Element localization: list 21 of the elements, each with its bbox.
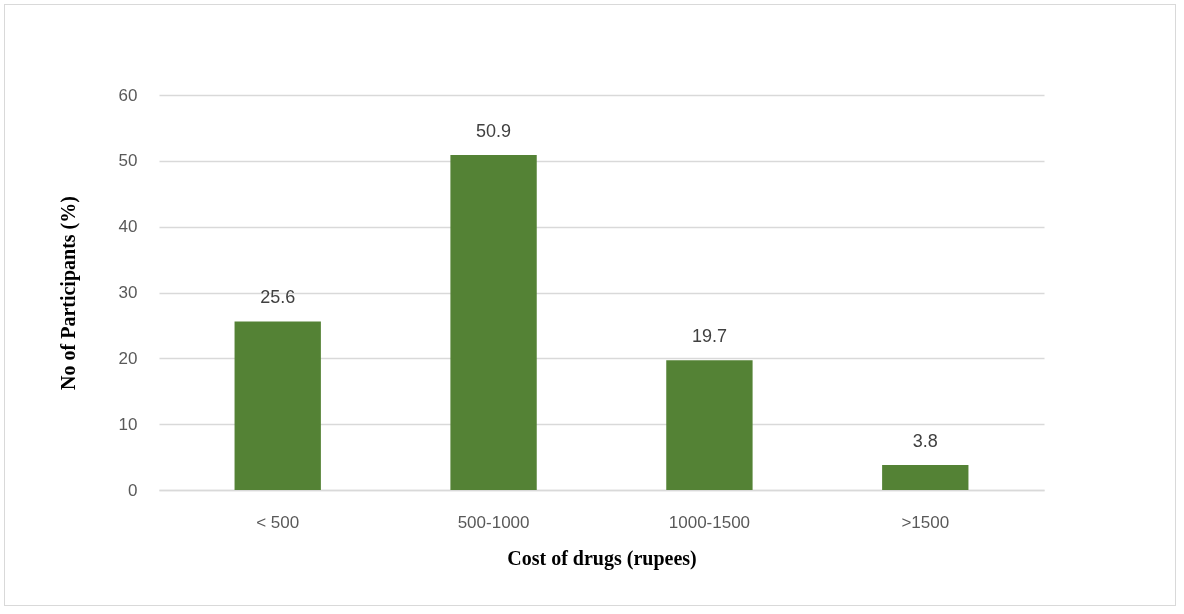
x-tick-label: < 500 bbox=[256, 512, 300, 532]
y-tick-label: 10 bbox=[118, 414, 138, 434]
y-tick-label: 30 bbox=[118, 283, 138, 302]
data-label: 19.7 bbox=[691, 326, 727, 347]
data-label: 25.6 bbox=[260, 287, 296, 308]
y-tick-label: 0 bbox=[128, 480, 138, 500]
data-label: 3.8 bbox=[912, 430, 938, 451]
data-label: 50.9 bbox=[476, 120, 512, 141]
x-tick-label: 1000-1500 bbox=[668, 512, 751, 532]
y-axis-title: No of Participants (%) bbox=[56, 196, 80, 390]
y-tick-label: 50 bbox=[118, 151, 138, 171]
y-tick-label: 40 bbox=[118, 217, 138, 237]
bar bbox=[450, 154, 537, 490]
bar bbox=[666, 360, 753, 490]
y-tick-label: 60 bbox=[118, 85, 138, 105]
bar bbox=[234, 321, 321, 490]
y-tick-label: 20 bbox=[118, 348, 138, 368]
x-tick-label: 500-1000 bbox=[457, 512, 530, 532]
bar bbox=[882, 464, 969, 490]
x-tick-label: >1500 bbox=[901, 512, 950, 532]
x-axis-title: Cost of drugs (rupees) bbox=[507, 546, 697, 570]
